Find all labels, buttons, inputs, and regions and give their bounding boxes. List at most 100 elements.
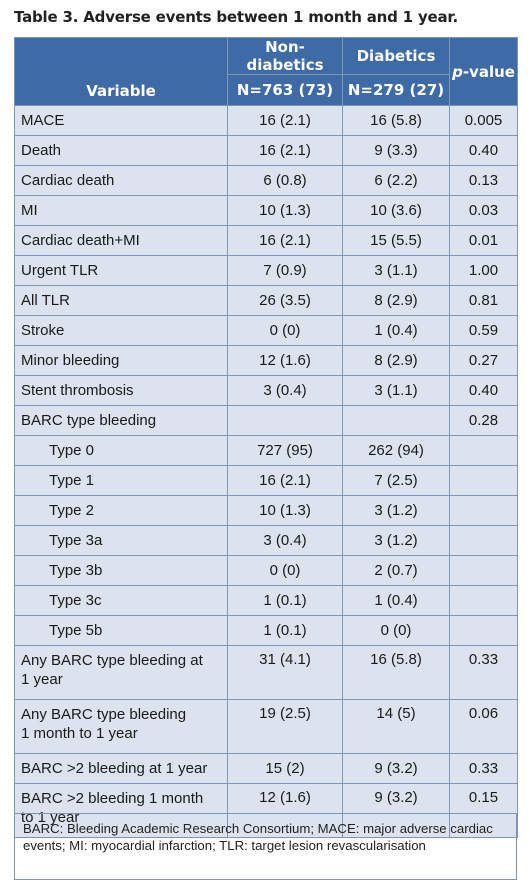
row-label: Type 0 <box>14 435 228 466</box>
diabetics-cell: 2 (0.7) <box>342 555 450 586</box>
row-label: Urgent TLR <box>14 255 228 286</box>
diabetics-cell: 9 (3.2) <box>342 783 450 838</box>
row-label: Type 3a <box>14 525 228 556</box>
diabetics-cell: 16 (5.8) <box>342 105 450 136</box>
row-label: Any BARC type bleeding 1 month to 1 year <box>14 699 228 754</box>
p-value-cell: 0.59 <box>449 315 518 346</box>
diabetics-cell: 16 (5.8) <box>342 645 450 700</box>
diabetics-cell: 9 (3.2) <box>342 753 450 784</box>
p-value-cell: 0.27 <box>449 345 518 376</box>
non-diabetics-cell: 16 (2.1) <box>227 135 343 166</box>
row-label-line2: 1 month to 1 year <box>21 725 138 742</box>
p-value-cell: 0.40 <box>449 375 518 406</box>
row-label: Minor bleeding <box>14 345 228 376</box>
non-diabetics-cell <box>227 405 343 436</box>
adverse-events-table: Variable Non-diabetics Diabetics p-value… <box>14 37 518 838</box>
diabetics-cell: 9 (3.3) <box>342 135 450 166</box>
row-label: MI <box>14 195 228 226</box>
row-label: Cardiac death+MI <box>14 225 228 256</box>
diabetics-cell: 262 (94) <box>342 435 450 466</box>
row-label: BARC >2 bleeding 1 month to 1 year <box>14 783 228 838</box>
row-label: BARC >2 bleeding at 1 year <box>14 753 228 784</box>
diabetics-cell: 3 (1.1) <box>342 375 450 406</box>
p-value-cell: 0.33 <box>449 645 518 700</box>
p-value-cell: 0.15 <box>449 783 518 838</box>
diabetics-cell: 10 (3.6) <box>342 195 450 226</box>
non-diabetics-cell: 31 (4.1) <box>227 645 343 700</box>
non-diabetics-cell: 1 (0.1) <box>227 615 343 646</box>
non-diabetics-cell: 10 (1.3) <box>227 495 343 526</box>
non-diabetics-cell: 26 (3.5) <box>227 285 343 316</box>
non-diabetics-cell: 16 (2.1) <box>227 105 343 136</box>
non-diabetics-cell: 3 (0.4) <box>227 375 343 406</box>
row-label: All TLR <box>14 285 228 316</box>
p-value-cell: 0.005 <box>449 105 518 136</box>
row-label: Type 5b <box>14 615 228 646</box>
non-diabetics-cell: 3 (0.4) <box>227 525 343 556</box>
p-value-cell <box>449 465 518 496</box>
diabetics-cell: 15 (5.5) <box>342 225 450 256</box>
non-diabetics-cell: 10 (1.3) <box>227 195 343 226</box>
p-value-cell: 0.81 <box>449 285 518 316</box>
non-diabetics-cell: 727 (95) <box>227 435 343 466</box>
non-diabetics-cell: 7 (0.9) <box>227 255 343 286</box>
row-label: Type 3b <box>14 555 228 586</box>
row-label: Any BARC type bleeding at 1 year <box>14 645 228 700</box>
diabetics-cell: 3 (1.1) <box>342 255 450 286</box>
diabetics-cell <box>342 405 450 436</box>
non-diabetics-cell: 0 (0) <box>227 315 343 346</box>
non-diabetics-cell: 12 (1.6) <box>227 345 343 376</box>
diabetics-cell: 14 (5) <box>342 699 450 754</box>
non-diabetics-cell: 16 (2.1) <box>227 225 343 256</box>
row-label-line1: BARC >2 bleeding 1 month <box>21 790 204 807</box>
diabetics-cell: 7 (2.5) <box>342 465 450 496</box>
non-diabetics-cell: 16 (2.1) <box>227 465 343 496</box>
p-value-cell <box>449 435 518 466</box>
p-value-cell <box>449 615 518 646</box>
row-label: Type 3c <box>14 585 228 616</box>
row-label: Cardiac death <box>14 165 228 196</box>
row-label-line1: Any BARC type bleeding at <box>21 652 203 669</box>
diabetics-cell: 8 (2.9) <box>342 345 450 376</box>
row-label: MACE <box>14 105 228 136</box>
p-value-suffix: -value <box>462 62 515 81</box>
header-non-diabetics: Non-diabetics <box>227 37 343 75</box>
p-value-cell: 1.00 <box>449 255 518 286</box>
non-diabetics-cell: 15 (2) <box>227 753 343 784</box>
non-diabetics-cell: 0 (0) <box>227 555 343 586</box>
diabetics-cell: 6 (2.2) <box>342 165 450 196</box>
p-value-cell: 0.06 <box>449 699 518 754</box>
non-diabetics-cell: 1 (0.1) <box>227 585 343 616</box>
row-label: BARC type bleeding <box>14 405 228 436</box>
non-diabetics-cell: 19 (2.5) <box>227 699 343 754</box>
row-label: Stent thrombosis <box>14 375 228 406</box>
row-label-line2: 1 year <box>21 671 63 688</box>
p-value-cell <box>449 525 518 556</box>
p-value-cell: 0.33 <box>449 753 518 784</box>
row-label: Stroke <box>14 315 228 346</box>
diabetics-cell: 1 (0.4) <box>342 585 450 616</box>
header-p-value: p-value <box>449 37 518 106</box>
p-value-cell <box>449 495 518 526</box>
p-value-cell: 0.01 <box>449 225 518 256</box>
diabetics-cell: 0 (0) <box>342 615 450 646</box>
table-title: Table 3. Adverse events between 1 month … <box>14 8 458 26</box>
diabetics-cell: 3 (1.2) <box>342 495 450 526</box>
p-value-cell <box>449 585 518 616</box>
p-value-cell: 0.40 <box>449 135 518 166</box>
non-diabetics-cell: 6 (0.8) <box>227 165 343 196</box>
row-label: Type 2 <box>14 495 228 526</box>
diabetics-cell: 8 (2.9) <box>342 285 450 316</box>
p-value-cell: 0.13 <box>449 165 518 196</box>
diabetics-cell: 1 (0.4) <box>342 315 450 346</box>
p-value-cell: 0.03 <box>449 195 518 226</box>
header-diabetics-n: N=279 (27) <box>342 74 450 106</box>
p-value-cell: 0.28 <box>449 405 518 436</box>
row-label: Death <box>14 135 228 166</box>
non-diabetics-cell: 12 (1.6) <box>227 783 343 838</box>
p-value-italic: p <box>452 62 463 81</box>
header-diabetics: Diabetics <box>342 37 450 75</box>
header-variable: Variable <box>14 37 228 106</box>
p-value-cell <box>449 555 518 586</box>
row-label-line1: Any BARC type bleeding <box>21 706 187 723</box>
